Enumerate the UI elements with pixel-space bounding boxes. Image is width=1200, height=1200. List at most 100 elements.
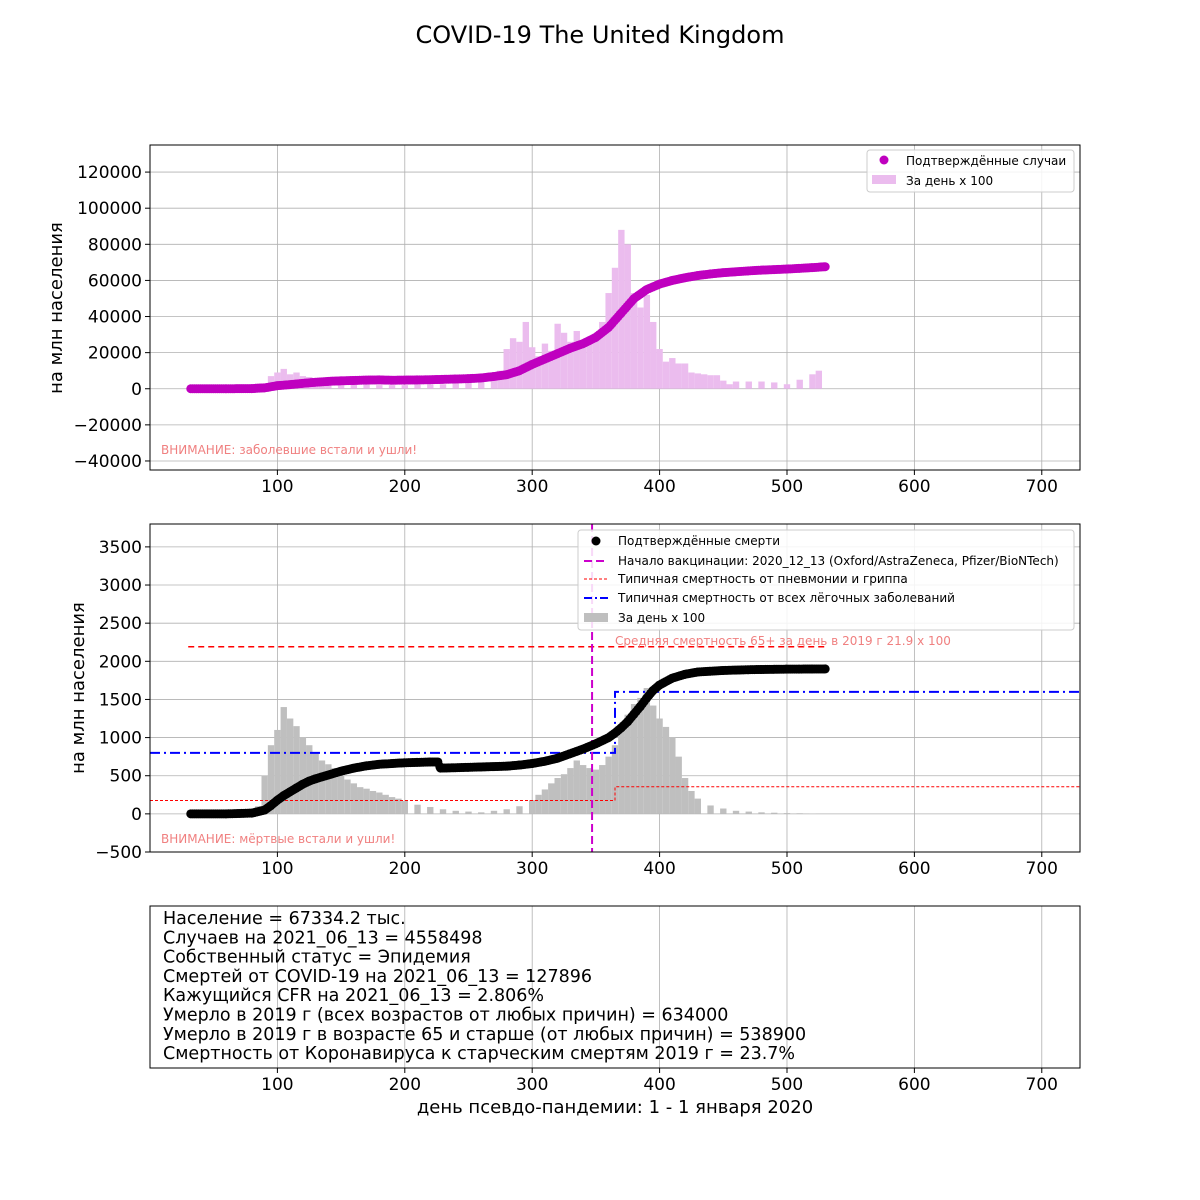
deaths-daily-bar (707, 805, 714, 814)
deaths-legend-label-pneumonia: Типичная смертность от пневмонии и грипп… (617, 572, 908, 586)
deaths-daily-bar (376, 792, 383, 814)
cases-daily-bar (535, 356, 542, 389)
deaths-daily-bar (395, 798, 402, 814)
deaths-ytick-label: 1000 (99, 729, 142, 749)
deaths-daily-bar (586, 768, 593, 814)
deaths-tick-labels: 100 200 300 400 500 600 700 −500 0 500 1000 1500 200… (95, 538, 1058, 879)
cases-xtick-label: 300 (516, 477, 548, 497)
cases-daily-bar (599, 321, 606, 389)
cases-legend-label-bars: За день х 100 (906, 174, 993, 188)
cases-daily-bar (758, 381, 765, 389)
cases-daily-bar (503, 349, 510, 389)
cases-daily-bar (548, 350, 555, 389)
deaths-daily-bar (771, 812, 778, 814)
cases-daily-bar (274, 372, 281, 389)
info-grid (276, 906, 1043, 1068)
cases-daily-bar (541, 343, 549, 389)
deaths-daily-bar (331, 768, 338, 814)
cases-daily-bar (624, 244, 631, 389)
cases-daily-bar (694, 373, 701, 389)
deaths-daily-bar (720, 808, 727, 814)
deaths-daily-bars (255, 688, 816, 814)
deaths-daily-bar (261, 775, 268, 814)
cases-ylabel: на млн населения (46, 222, 67, 394)
info-line: Умерло в 2019 г (всех возрастов от любых… (163, 1006, 728, 1026)
cases-ytick-label: 0 (131, 380, 142, 400)
deaths-daily-bar (516, 806, 523, 814)
info-xlabel: день псевдо-пандемии: 1 - 1 января 2020 (417, 1097, 813, 1118)
deaths-daily-bar (299, 737, 307, 814)
figure-title: COVID-19 The United Kingdom (416, 21, 785, 49)
info-xtick-label: 200 (389, 1075, 421, 1095)
deaths-xtick-label: 200 (389, 859, 421, 879)
deaths-daily-bar (554, 778, 561, 814)
cases-daily-bar (388, 385, 396, 389)
cases-daily-bar (700, 374, 708, 389)
cases-daily-bar (809, 374, 816, 389)
deaths-daily-bar (662, 726, 670, 814)
deaths-daily-bar (503, 809, 510, 814)
deaths-legend-box (577, 529, 1075, 631)
cases-daily-bar (509, 338, 517, 389)
deaths-legend-label-lung: Типичная смертность от всех лёгочных заб… (617, 591, 955, 605)
cases-ytick-label: 20000 (88, 344, 142, 364)
deaths-daily-bar (796, 813, 803, 814)
deaths-daily-bar (656, 718, 663, 814)
cases-daily-bar (720, 380, 727, 389)
deaths-daily-bar (548, 783, 555, 814)
cases-daily-bar (560, 332, 568, 389)
deaths-daily-bar (688, 790, 695, 814)
info-xtick-label: 300 (516, 1075, 548, 1095)
deaths-daily-bar (643, 688, 651, 814)
deaths-daily-bar (388, 797, 396, 814)
deaths-daily-bar (344, 779, 351, 814)
deaths-daily-bar (274, 729, 281, 814)
cases-tick-labels: 100 200 300 400 500 600 700 −40000 −20000 0 20000 4… (74, 163, 1058, 497)
cases-daily-bar (771, 382, 778, 389)
info-xtick-label: 100 (261, 1075, 293, 1095)
cases-xtick-label: 500 (771, 477, 803, 497)
cases-daily-bar (611, 267, 619, 389)
deaths-xtick-label: 600 (898, 859, 930, 879)
info-xtick-label: 500 (771, 1075, 803, 1095)
deaths-daily-bar (579, 765, 587, 814)
info-text-block: Население = 67334.2 тыс.Случаев на 2021_… (163, 909, 806, 1064)
cases-daily-bar (401, 385, 408, 389)
info-line: Случаев на 2021_06_13 = 4558498 (163, 928, 483, 948)
cases-daily-bar (688, 372, 695, 389)
deaths-ytick-label: 3000 (99, 576, 142, 596)
deaths-daily-bar (318, 760, 326, 814)
cases-daily-bar (516, 341, 523, 389)
cases-ytick-label: 80000 (88, 235, 142, 255)
deaths-daily-bar (478, 812, 485, 814)
deaths-axes-frame (149, 523, 1081, 853)
deaths-ytick-label: −500 (95, 843, 142, 863)
deaths-daily-bar (535, 794, 542, 814)
deaths-daily-bar (439, 809, 447, 814)
deaths-ylabel: на млн населения (68, 602, 89, 774)
cases-daily-bar (675, 363, 682, 389)
deaths-daily-bar (293, 726, 300, 814)
info-xtick-label: 600 (898, 1075, 930, 1095)
deaths-legend-label-points: Подтверждённые смерти (618, 534, 780, 548)
cases-daily-bar (726, 384, 733, 389)
info-line: Кажущийся CFR на 2021_06_13 = 2.806% (163, 986, 544, 1006)
cases-daily-bar (427, 384, 434, 389)
cases-xtick-label: 400 (643, 477, 675, 497)
info-line: Смертность от Коронавируса к старческим … (163, 1044, 795, 1064)
deaths-xtick-label: 300 (516, 859, 548, 879)
deaths-daily-bar (414, 804, 421, 814)
cases-daily-bar (707, 375, 714, 389)
cases-ytick-label: 100000 (77, 199, 142, 219)
cases-axes-frame (149, 144, 1081, 471)
cases-daily-bar (567, 341, 574, 389)
deaths-ytick-label: 2500 (99, 614, 142, 634)
deaths-ytick-label: 1500 (99, 690, 142, 710)
deaths-legend-label-vaccination: Начало вакцинации: 2020_12_13 (Oxford/As… (618, 554, 1059, 568)
info-line: Смертей от COVID-19 на 2021_06_13 = 1278… (163, 967, 592, 987)
deaths-daily-bar (605, 756, 612, 814)
cases-cumulative-points (186, 262, 830, 394)
cases-legend: Подтверждённые случаи За день х 100 (866, 149, 1075, 193)
info-line: Население = 67334.2 тыс. (163, 909, 406, 929)
